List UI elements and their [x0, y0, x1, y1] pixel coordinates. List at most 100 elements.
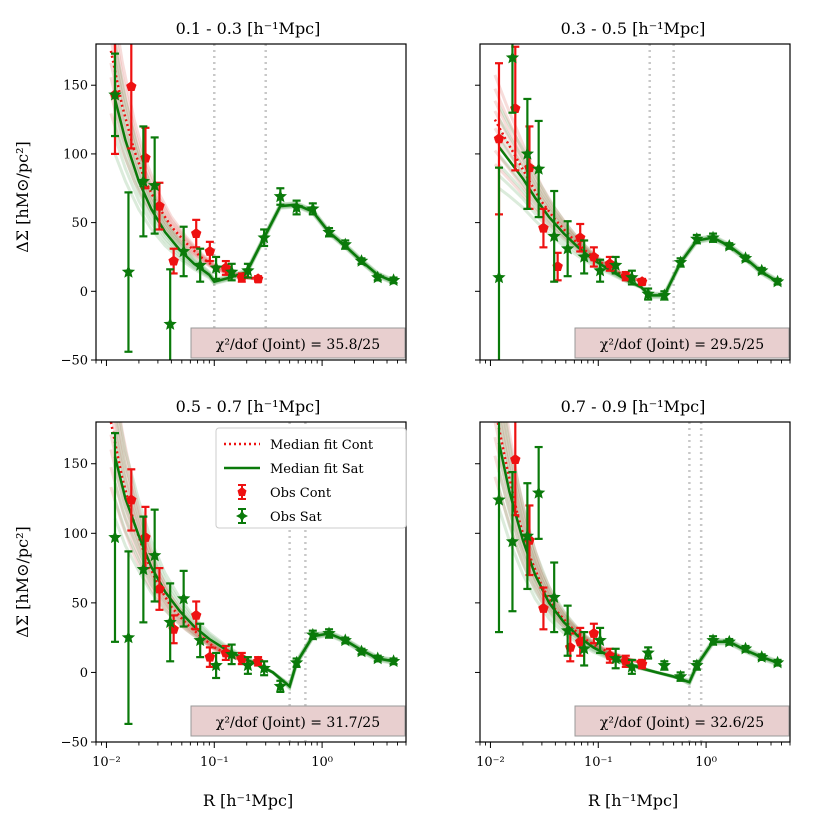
chi2-box	[190, 705, 406, 737]
legend-obs-cont-label: Obs Cont	[270, 486, 332, 501]
obs-sat-point-marker	[738, 641, 753, 655]
obs-sat-point-marker	[577, 250, 591, 263]
obs-sat-point-marker	[322, 225, 336, 238]
chi2-box	[574, 705, 790, 737]
obs-cont-point-marker	[204, 651, 216, 662]
obs-sat-point	[593, 626, 607, 655]
obs-sat-point-marker	[289, 200, 304, 214]
obs-sat-point	[609, 647, 623, 670]
y-tick-label: 50	[71, 216, 88, 231]
y-tick-label: 0	[80, 666, 88, 681]
plot-content	[492, 44, 785, 360]
chi2-label: χ²/dof (Joint) = 32.6/25	[600, 715, 764, 731]
obs-sat-point	[532, 119, 546, 219]
obs-sat-point	[577, 239, 591, 275]
obs-cont-point	[154, 181, 165, 231]
obs-sat-point-marker	[593, 633, 607, 647]
obs-cont-point-marker	[191, 609, 202, 620]
obs-sat-point-marker	[121, 630, 136, 644]
obs-sat-point	[641, 287, 655, 301]
obs-sat-point-marker	[386, 654, 401, 667]
obs-sat-point-marker	[225, 265, 239, 278]
obs-sat-point	[625, 269, 639, 286]
legend: Median fit Cont Median fit Sat Obs Cont …	[215, 427, 407, 529]
obs-cont-point-marker	[588, 628, 600, 638]
obs-sat-point-marker	[657, 288, 671, 302]
obs-sat-point	[257, 228, 271, 248]
obs-sat-point	[770, 274, 785, 288]
obs-cont-point	[575, 222, 586, 253]
obs-sat-point-marker	[547, 229, 561, 242]
x-tick-label: 10⁻¹	[584, 755, 613, 770]
x-tick-label: 10⁻²	[476, 755, 505, 770]
y-tick-label: 100	[63, 147, 88, 162]
obs-cont-point	[538, 207, 549, 249]
obs-cont-point	[538, 586, 549, 631]
obs-sat-point	[706, 633, 720, 647]
obs-sat-point-marker	[770, 655, 785, 669]
obs-sat-point-marker	[505, 534, 520, 548]
obs-sat-point-marker	[609, 651, 623, 665]
obs-sat-point	[386, 654, 401, 667]
obs-sat-point	[532, 445, 546, 540]
obs-sat-point-marker	[322, 626, 336, 640]
obs-sat-point	[706, 230, 720, 244]
obs-sat-point-marker	[755, 650, 769, 663]
panel-0p3-0p5: 0.3 - 0.5 [h⁻¹Mpc] χ²/dof (Joint) = 29.5…	[475, 19, 791, 366]
obs-cont-point	[588, 246, 600, 268]
plot-content	[492, 422, 785, 742]
obs-cont-point-marker	[204, 246, 216, 256]
obs-sat-point	[257, 660, 271, 677]
obs-sat-point	[306, 627, 320, 641]
obs-sat-point-marker	[338, 633, 352, 647]
y-tick-label: 150	[63, 79, 88, 94]
obs-cont-point-marker	[252, 273, 264, 284]
obs-cont-point-marker	[168, 255, 179, 266]
panel-0p5-0p7: 0.5 - 0.7 [h⁻¹Mpc] −50 0 50 100 150 10⁻² 10⁻¹ 1…	[61, 397, 407, 770]
obs-sat-point-marker	[136, 174, 150, 188]
obs-cont-point-marker	[620, 655, 631, 666]
axes-frame	[95, 43, 407, 361]
obs-sat-point	[148, 136, 162, 235]
obs-sat-point-marker	[706, 633, 720, 647]
chi2-label: χ²/dof (Joint) = 29.5/25	[600, 337, 764, 353]
obs-sat-point-marker	[722, 634, 736, 648]
obs-sat-point	[209, 651, 223, 680]
plot-area: −50 0 50 100 150 10⁻² 10⁻¹ 10⁰	[61, 421, 407, 770]
obs-sat-point	[561, 604, 575, 657]
obs-sat-point	[755, 650, 769, 663]
obs-sat-point	[193, 247, 207, 283]
obs-sat-point-marker	[289, 655, 304, 669]
obs-sat-point	[163, 268, 177, 360]
axes-frame	[479, 43, 791, 361]
obs-cont-point	[252, 655, 264, 667]
x-tick-label: 10⁰	[695, 755, 717, 770]
obs-sat-point-marker	[641, 646, 655, 659]
obs-cont-point	[636, 276, 648, 287]
legend-obs-sat-marker	[236, 508, 248, 524]
obs-sat-point-marker	[673, 669, 688, 683]
obs-cont-point	[191, 218, 202, 249]
obs-sat-point-marker	[561, 623, 575, 637]
obs-sat-point	[505, 470, 520, 613]
obs-sat-point	[690, 658, 704, 672]
obs-sat-point	[561, 220, 575, 278]
obs-cont-point	[236, 272, 247, 283]
obs-sat-point	[121, 550, 136, 726]
y-tick-label: −50	[61, 736, 88, 751]
obs-sat-point-marker	[641, 287, 655, 300]
obs-sat-point	[657, 288, 671, 302]
obs-sat-point	[241, 262, 255, 279]
obs-cont-point-marker	[636, 658, 648, 669]
obs-sat-point-marker	[273, 679, 287, 692]
obs-sat-point	[354, 254, 369, 267]
obs-sat-point-marker	[577, 641, 591, 655]
obs-sat-point	[547, 189, 561, 283]
obs-cont-point-marker	[126, 494, 137, 505]
obs-sat-point-marker	[193, 258, 207, 271]
y-axis-label-top: ΔΣ [hM⊙/pc²]	[13, 141, 32, 253]
obs-sat-point	[770, 655, 785, 669]
x-tick-label: 10⁻²	[92, 755, 121, 770]
obs-sat-point	[371, 270, 385, 284]
obs-sat-point-marker	[225, 647, 239, 660]
